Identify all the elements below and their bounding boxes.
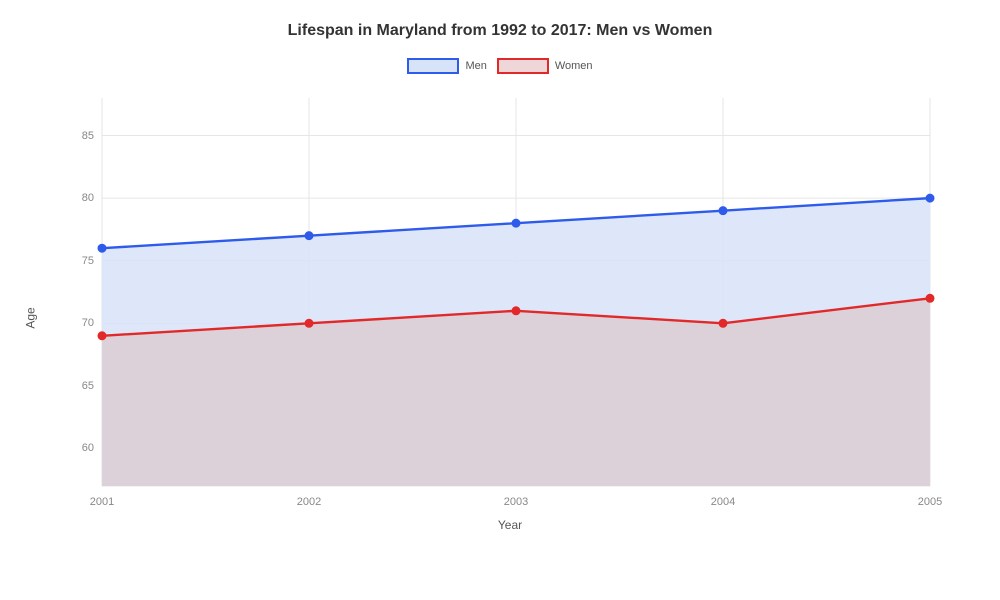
marker-men[interactable] — [719, 207, 727, 215]
legend-item-women[interactable]: Women — [497, 58, 593, 74]
marker-women[interactable] — [926, 294, 934, 302]
y-tick-label: 80 — [64, 192, 94, 204]
x-tick-label: 2003 — [504, 496, 528, 508]
legend-swatch-women — [497, 58, 549, 74]
legend: Men Women — [0, 58, 1000, 74]
marker-women[interactable] — [719, 319, 727, 327]
marker-men[interactable] — [926, 194, 934, 202]
legend-label-men: Men — [465, 60, 486, 72]
marker-men[interactable] — [98, 244, 106, 252]
marker-women[interactable] — [98, 332, 106, 340]
x-tick-label: 2005 — [918, 496, 942, 508]
chart-title: Lifespan in Maryland from 1992 to 2017: … — [0, 0, 1000, 40]
x-tick-label: 2001 — [90, 496, 114, 508]
y-tick-label: 70 — [64, 317, 94, 329]
marker-women[interactable] — [305, 319, 313, 327]
y-tick-label: 65 — [64, 380, 94, 392]
chart-svg — [60, 98, 960, 538]
y-tick-label: 60 — [64, 442, 94, 454]
legend-item-men[interactable]: Men — [407, 58, 486, 74]
marker-men[interactable] — [305, 232, 313, 240]
y-axis-label: Age — [24, 307, 38, 328]
plot-area: 60657075808520012002200320042005 Age Yea… — [60, 98, 960, 538]
x-tick-label: 2004 — [711, 496, 735, 508]
x-tick-label: 2002 — [297, 496, 321, 508]
y-tick-label: 75 — [64, 255, 94, 267]
x-axis-label: Year — [498, 518, 522, 532]
marker-women[interactable] — [512, 307, 520, 315]
legend-swatch-men — [407, 58, 459, 74]
legend-label-women: Women — [555, 60, 593, 72]
marker-men[interactable] — [512, 219, 520, 227]
y-tick-label: 85 — [64, 130, 94, 142]
